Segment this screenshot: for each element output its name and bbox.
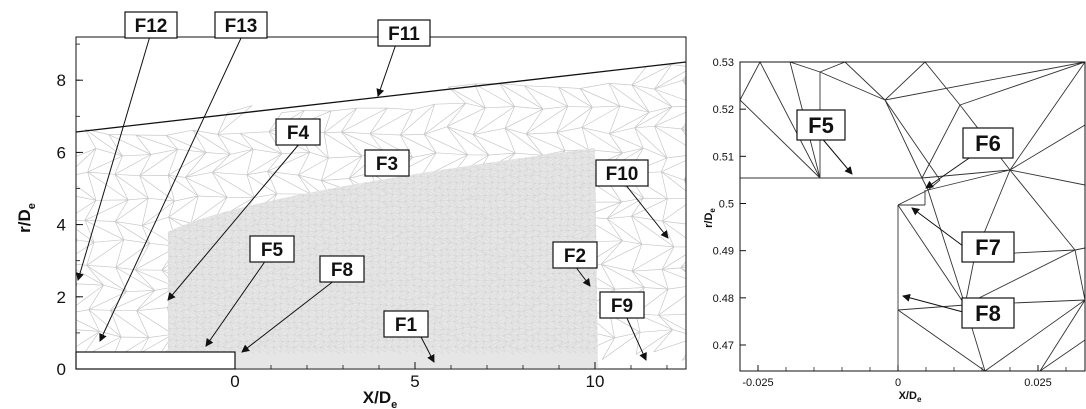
- left-x-tick-label: 10: [586, 372, 605, 391]
- right-callouts: F5 F6 F7 F8: [796, 109, 1015, 329]
- callout-leader-arrow: [624, 183, 669, 239]
- callout-label: F8: [331, 260, 353, 281]
- callout-leader-arrow: [574, 265, 591, 287]
- left-panel: 0 5 10 0 2 4 6 8 r/De X/De F12 F13 F11 F4 F3 F10 F5 F8…: [15, 11, 687, 409]
- right-plot-frame: [739, 61, 1086, 372]
- callout-f4: F4: [167, 118, 321, 301]
- callout-label: F7: [975, 235, 1001, 260]
- right-y-tick-label: 0.48: [713, 293, 734, 305]
- callout-f2: F2: [552, 241, 598, 287]
- callout-box: [599, 291, 645, 319]
- left-y-tick-label: 6: [57, 143, 66, 162]
- callout-f3: F3: [364, 149, 410, 177]
- callout-f9: F9: [599, 291, 647, 361]
- callout-label: F12: [135, 16, 168, 37]
- callout-leader-arrow: [99, 35, 243, 342]
- callout-leader-arrow: [819, 135, 853, 175]
- left-y-tick-label: 8: [57, 71, 66, 90]
- right-mesh: [740, 62, 1085, 371]
- callout-leader-arrow: [241, 279, 336, 353]
- callout-leader-arrow: [911, 207, 964, 247]
- callout-f10: F10: [595, 159, 669, 239]
- callout-box: [364, 149, 410, 177]
- callout-leader-arrow: [76, 35, 151, 281]
- left-axes: 0 5 10 0 2 4 6 8: [57, 43, 668, 391]
- right-y-tick-label: 0.52: [713, 104, 734, 116]
- callout-box: [383, 310, 429, 338]
- left-callouts: F12 F13 F11 F4 F3 F10 F5 F8 F2 F1 F9: [76, 11, 669, 363]
- callout-box: [124, 11, 178, 39]
- callout-label: F11: [388, 24, 420, 45]
- callout-label: F5: [808, 113, 834, 138]
- callout-box: [249, 235, 295, 263]
- right-y-tick-label: 0.47: [713, 340, 734, 352]
- nozzle-lip: [75, 351, 236, 370]
- callout-leader-arrow: [902, 293, 964, 313]
- callout-label: F3: [376, 154, 398, 175]
- callout-box: [595, 159, 649, 187]
- callout-f8: F8: [241, 255, 365, 353]
- callout-label: F4: [287, 123, 310, 144]
- zoom-callout-f6: F6: [925, 127, 1014, 189]
- right-y-tick-label: 0.49: [713, 246, 734, 258]
- zoom-callout-f7: F7: [911, 207, 1015, 263]
- left-y-axis-title: r/De: [15, 203, 38, 233]
- callout-box: [961, 297, 1015, 329]
- left-y-tick-label: 2: [57, 288, 66, 307]
- callout-f1: F1: [383, 310, 435, 363]
- right-x-tick-label: 0: [895, 377, 901, 389]
- right-x-axis-title: X/De: [899, 390, 922, 404]
- callout-leader-arrow: [167, 142, 301, 301]
- callout-box: [214, 11, 268, 39]
- zoom-callout-f8: F8: [902, 293, 1015, 329]
- callout-f12: F12: [76, 11, 178, 281]
- right-y-axis-title: r/De: [703, 208, 717, 228]
- right-panel: -0.025 0 0.0250.530.520.510.50.490.480.47 …: [703, 57, 1086, 404]
- callout-leader-arrow: [376, 43, 397, 97]
- callout-box: [796, 109, 846, 141]
- left-x-axis-title: X/De: [363, 388, 397, 409]
- callout-leader-arrow: [419, 334, 435, 363]
- right-x-tick-label: -0.025: [742, 377, 773, 389]
- right-axes: -0.025 0 0.025 0.53 0.52 0.51 0.5 0.49 0.48 0.47: [713, 57, 1067, 389]
- left-y-tick-label: 4: [57, 216, 66, 235]
- callout-label: F9: [611, 296, 633, 317]
- callout-leader-arrow: [925, 153, 976, 189]
- left-x-tick-label: 5: [410, 372, 419, 391]
- callout-box: [962, 127, 1014, 159]
- right-x-tick-label: 0.025: [1024, 377, 1052, 389]
- callout-label: F8: [975, 301, 1001, 326]
- right-y-tick-label: 0.5: [719, 199, 734, 211]
- callout-f5: F5: [205, 235, 295, 347]
- callout-f13: F13: [99, 11, 268, 342]
- callout-label: F10: [606, 164, 639, 185]
- zoom-callout-f5: F5: [796, 109, 853, 175]
- callout-label: F5: [261, 240, 284, 261]
- callout-label: F13: [225, 16, 258, 37]
- left-y-tick-label: 0: [57, 360, 66, 379]
- right-y-tick-label: 0.51: [713, 151, 734, 163]
- callout-box: [552, 241, 598, 269]
- callout-box: [961, 231, 1015, 263]
- right-y-tick-label: 0.53: [713, 57, 734, 69]
- callout-leader-arrow: [625, 315, 647, 361]
- callout-box: [275, 118, 321, 146]
- callout-box: [377, 19, 431, 47]
- callout-label: F2: [564, 246, 586, 267]
- callout-label: F6: [975, 131, 1001, 156]
- callout-leader-arrow: [205, 259, 267, 347]
- left-x-tick-label: 0: [230, 372, 239, 391]
- callout-f11: F11: [376, 19, 431, 97]
- callout-box: [319, 255, 365, 283]
- callout-label: F1: [395, 315, 418, 336]
